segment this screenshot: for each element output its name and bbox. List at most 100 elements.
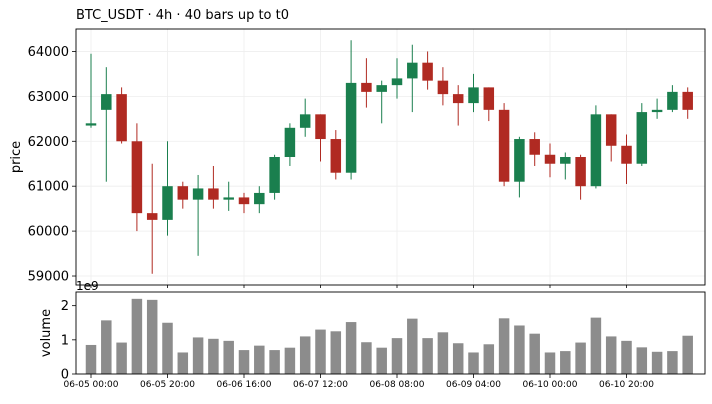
candle-body-down — [177, 186, 189, 200]
volume-y-axis: 0 1 2 — [61, 299, 76, 383]
price-gridlines — [76, 29, 705, 285]
candle-body-down — [544, 154, 556, 164]
volume-bar — [667, 351, 678, 374]
volume-bar — [590, 317, 602, 374]
candle-body-up — [101, 94, 112, 110]
volume-bar — [468, 352, 479, 374]
x-tick-label: 06-05 00:00 — [64, 380, 119, 390]
candle-body-up — [636, 112, 648, 164]
candle-body-down — [483, 87, 495, 110]
volume-tick-label: 0 — [61, 368, 69, 383]
volume-bar — [269, 350, 280, 374]
candle-body-up — [269, 157, 280, 193]
volume-tick-label: 1 — [61, 333, 69, 348]
candle-body-down — [605, 114, 617, 146]
volume-bar — [560, 351, 571, 374]
price-tick-label: 59000 — [28, 270, 69, 285]
x-tick-label: 06-07 12:00 — [293, 380, 348, 390]
candle-body-down — [529, 139, 540, 155]
volume-bar — [651, 351, 663, 374]
volume-bar — [177, 352, 189, 374]
candle-body-down — [422, 62, 433, 81]
candle-body-up — [514, 139, 525, 182]
volume-bar — [575, 342, 586, 374]
volume-bar — [605, 336, 617, 374]
price-tick-label: 63000 — [28, 90, 69, 105]
volume-bar — [407, 318, 418, 374]
volume-bar — [422, 338, 433, 374]
price-y-axis: 59000 60000 61000 62000 63000 64000 — [28, 45, 76, 285]
volume-bar — [146, 299, 158, 374]
volume-bar — [101, 320, 112, 374]
volume-bar — [208, 338, 219, 374]
price-panel-frame — [75, 28, 706, 286]
volume-bar — [330, 331, 342, 374]
volume-scale-label: 1e9 — [76, 279, 99, 293]
volume-bar — [376, 347, 387, 374]
volume-bar — [284, 347, 296, 374]
volume-bar — [345, 322, 357, 374]
candle-body-up — [590, 114, 602, 187]
x-tick-label: 06-06 16:00 — [217, 380, 272, 390]
volume-bar — [85, 344, 97, 374]
volume-bar — [361, 342, 372, 374]
volume-bar — [131, 298, 143, 374]
volume-bar — [544, 352, 556, 374]
volume-bar — [162, 322, 173, 374]
volume-bar — [223, 340, 234, 374]
candle-body-up — [284, 127, 296, 157]
x-tick-label: 06-05 20:00 — [140, 380, 195, 390]
price-tick-label: 61000 — [28, 180, 69, 195]
candle-body-up — [254, 192, 265, 205]
volume-bar — [391, 338, 403, 374]
candle-body-up — [407, 62, 418, 79]
candle-body-up — [85, 123, 97, 126]
candle-body-up — [391, 78, 403, 86]
x-tick-label: 06-10 00:00 — [523, 380, 578, 390]
volume-bar — [514, 325, 525, 374]
volume-panel-frame — [75, 291, 706, 375]
price-axis-label: price — [9, 141, 24, 173]
candle-body-up — [162, 186, 173, 220]
candle-body-down — [498, 109, 510, 182]
volume-bars — [85, 298, 693, 374]
volume-bar — [315, 329, 326, 374]
volume-bar — [452, 343, 464, 374]
volume-bar — [437, 332, 449, 374]
candle-body-down — [361, 82, 372, 92]
volume-bar — [483, 344, 495, 374]
candle-body-down — [116, 94, 127, 142]
candle-body-up — [468, 87, 479, 104]
volume-bar — [636, 347, 648, 374]
candle-body-down — [437, 80, 449, 95]
candle-body-down — [452, 94, 464, 104]
x-tick-label: 06-10 20:00 — [599, 380, 654, 390]
candle-body-up — [560, 157, 571, 164]
candle-body-up — [223, 197, 234, 200]
candle-body-down — [146, 213, 158, 220]
price-tick-label: 62000 — [28, 135, 69, 150]
candle-body-down — [238, 197, 250, 205]
candle-body-down — [621, 145, 632, 164]
candle-body-up — [667, 91, 678, 110]
x-tick-label: 06-09 04:00 — [446, 380, 501, 390]
candle-body-down — [575, 157, 586, 187]
candle-body-down — [315, 114, 326, 140]
candle-body-down — [330, 139, 342, 173]
candle-body-up — [345, 82, 357, 173]
volume-tick-label: 2 — [61, 299, 69, 314]
volume-bar — [529, 333, 540, 374]
volume-bar — [116, 342, 127, 374]
candle-body-up — [376, 85, 387, 92]
volume-axis-label: volume — [39, 309, 54, 357]
candle-body-down — [131, 141, 143, 214]
price-tick-label: 60000 — [28, 225, 69, 240]
x-tick-label: 06-08 08:00 — [370, 380, 425, 390]
volume-bar — [299, 336, 311, 374]
volume-bar — [254, 345, 265, 374]
candle-body-up — [651, 109, 663, 113]
volume-bar — [498, 318, 510, 374]
chart-title: BTC_USDT · 4h · 40 bars up to t0 — [76, 8, 289, 23]
